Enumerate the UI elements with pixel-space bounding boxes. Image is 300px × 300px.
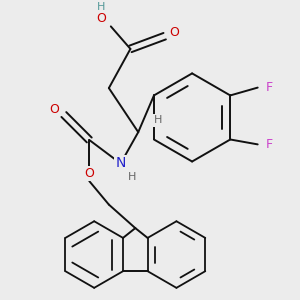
- Text: N: N: [116, 157, 126, 170]
- Text: F: F: [266, 81, 273, 94]
- Text: O: O: [169, 26, 179, 39]
- Text: H: H: [128, 172, 136, 182]
- Text: O: O: [84, 167, 94, 180]
- Text: O: O: [96, 12, 106, 25]
- Text: F: F: [266, 138, 273, 151]
- Text: H: H: [154, 116, 162, 125]
- Text: O: O: [49, 103, 59, 116]
- Text: H: H: [97, 2, 105, 12]
